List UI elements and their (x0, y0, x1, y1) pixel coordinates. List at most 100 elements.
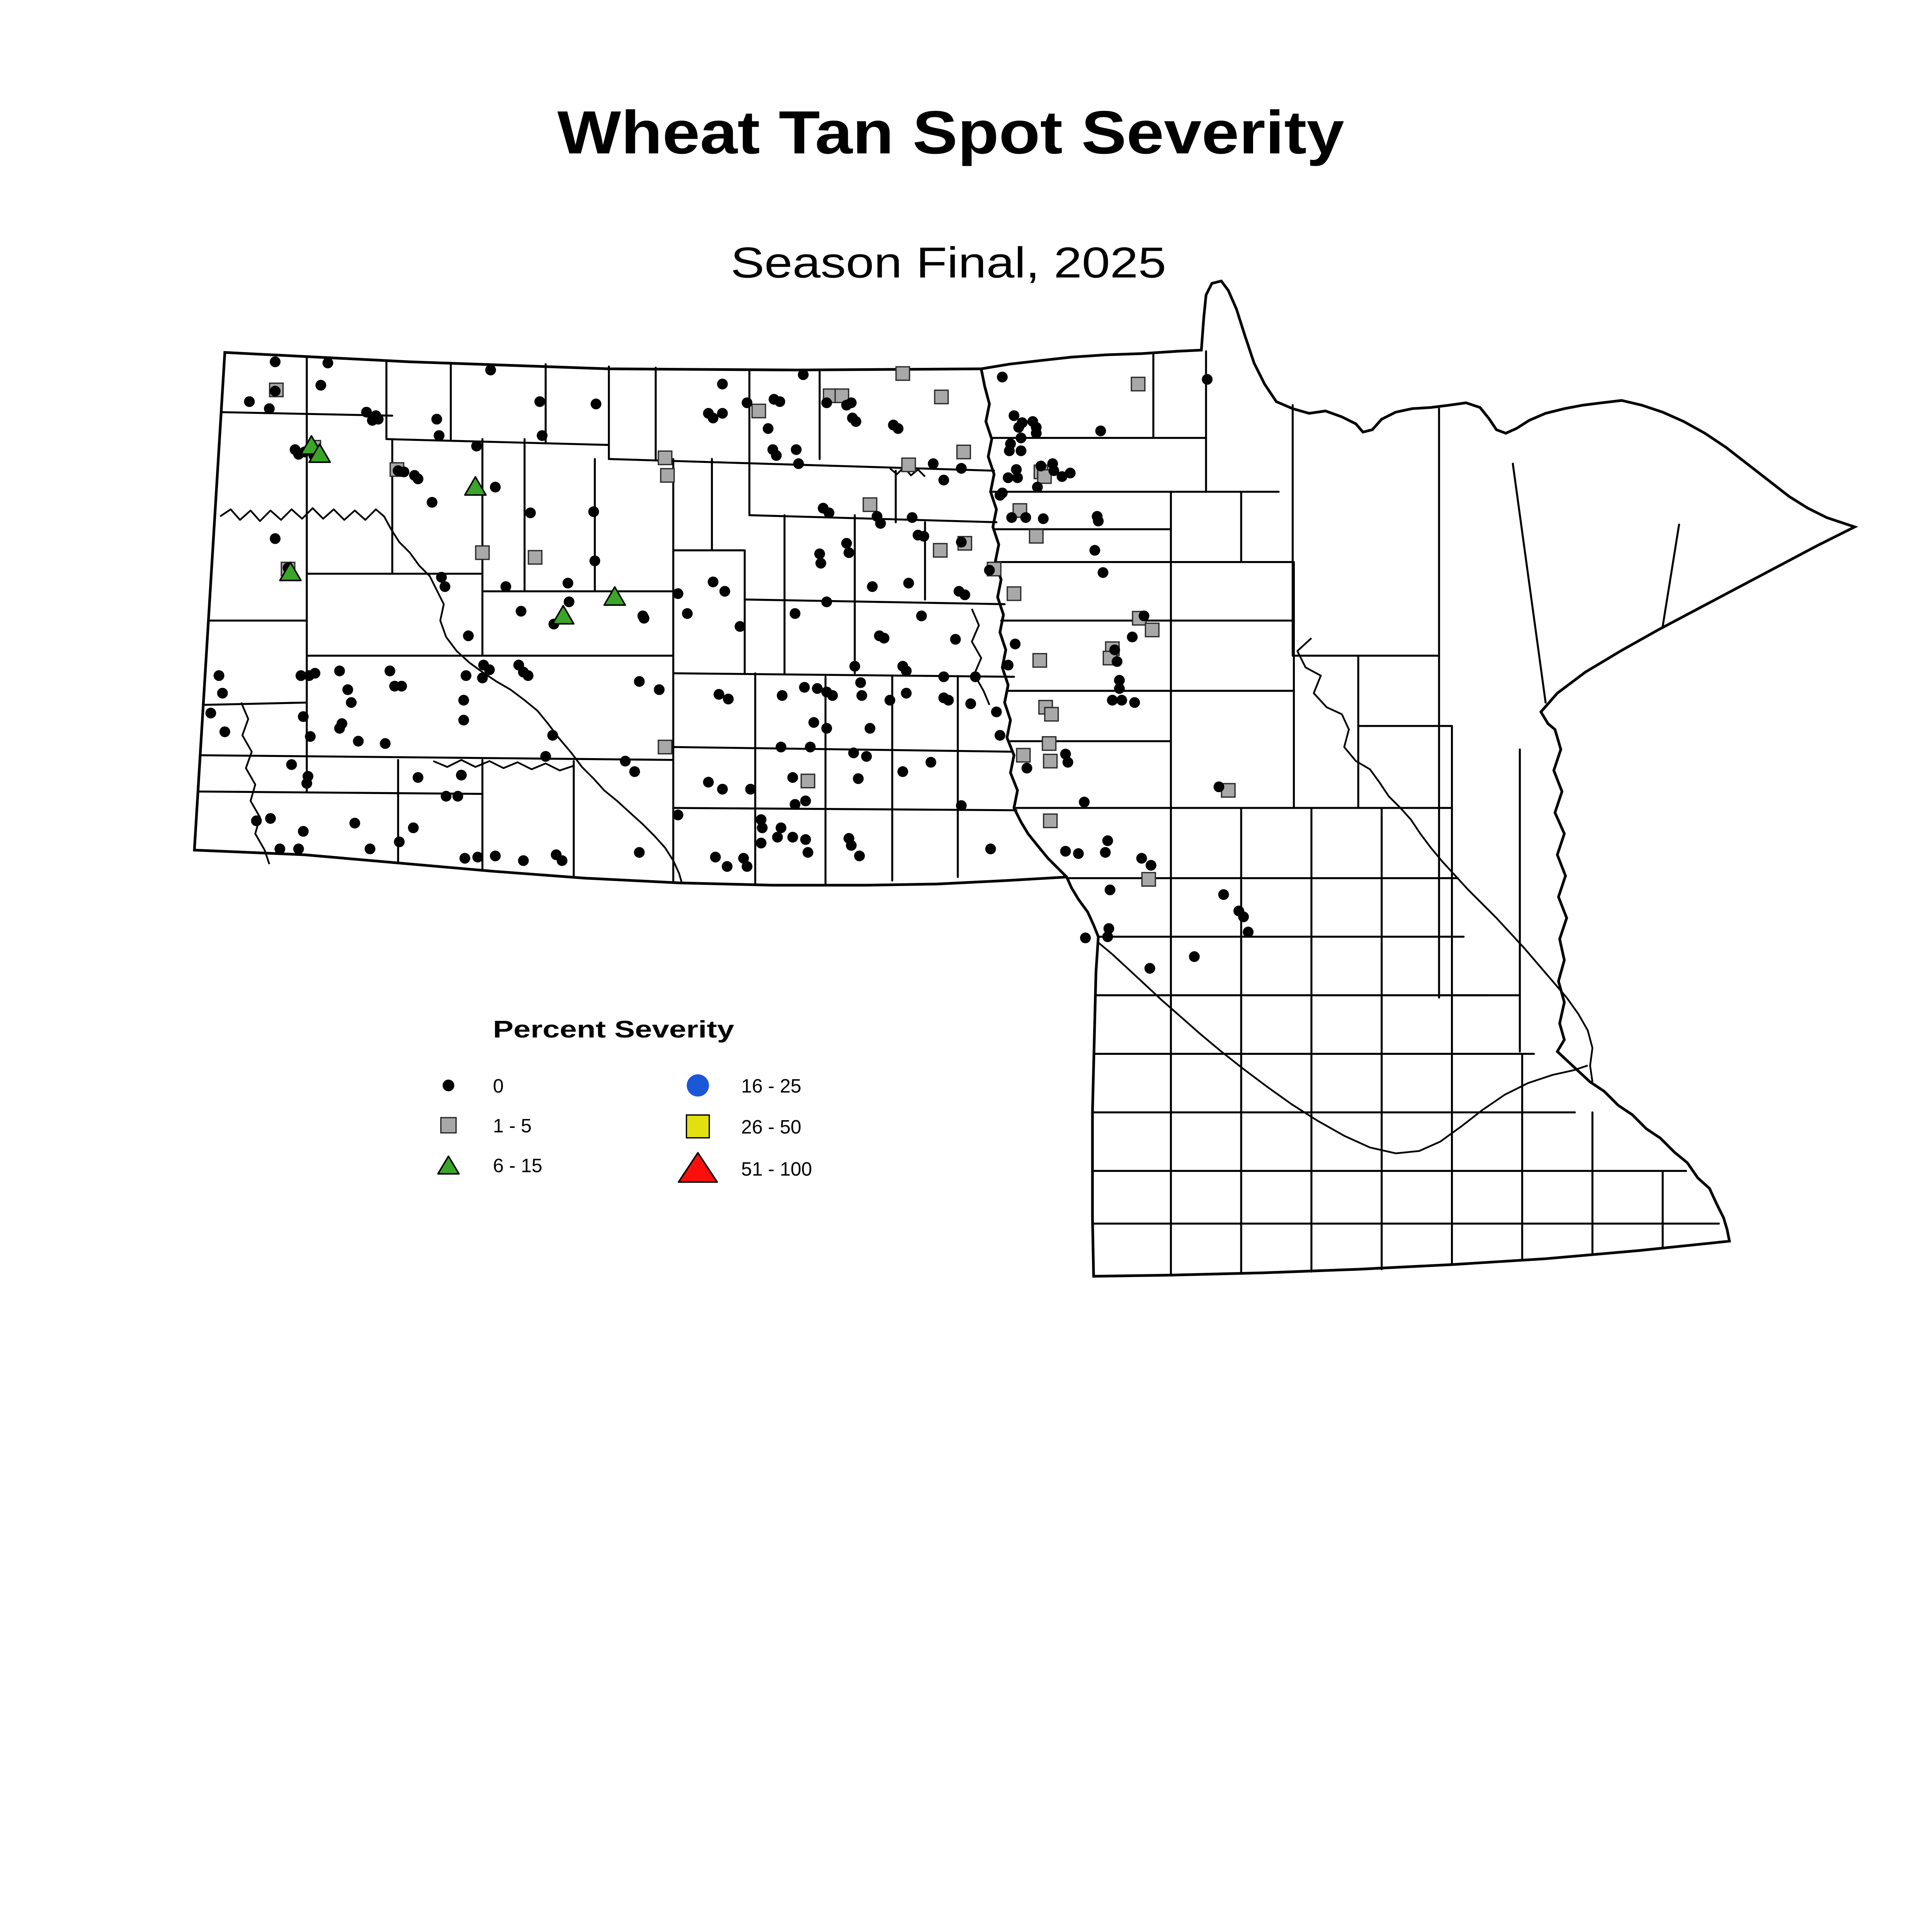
dot-marker (823, 507, 835, 519)
dot-marker (735, 621, 746, 632)
dot-marker (436, 571, 447, 583)
legend-item-label: 16 - 25 (741, 1075, 801, 1097)
square-marker (1141, 872, 1156, 887)
dot-marker (717, 378, 728, 389)
dot-marker (537, 430, 548, 441)
dot-marker (439, 581, 451, 592)
dot-marker (672, 588, 684, 599)
dot-marker (1238, 911, 1249, 922)
dot-marker (1011, 464, 1022, 475)
dot-marker (270, 356, 281, 367)
dot-marker (515, 605, 527, 617)
square-marker (1032, 653, 1047, 668)
dot-marker (762, 423, 774, 434)
dot-marker (672, 810, 684, 821)
legend-rows: 0 1 - 5 6 - 15 16 - 25 26 - 50 51 - 100 (437, 1074, 812, 1183)
dot-marker (1127, 631, 1138, 643)
dot-marker (848, 747, 859, 759)
square-marker (685, 1114, 710, 1139)
square-marker (658, 740, 673, 755)
dot-marker (721, 861, 733, 872)
dot-marker (484, 664, 495, 675)
dot-marker (244, 396, 255, 407)
county-line (199, 754, 675, 761)
dot-marker (590, 398, 602, 410)
dot-marker (1109, 644, 1120, 655)
dot-marker (251, 815, 262, 827)
square-marker (1131, 376, 1146, 392)
survey-point-markers (205, 356, 1254, 974)
dot-marker (1103, 923, 1114, 934)
dot-marker (903, 578, 914, 589)
dot-marker (219, 726, 230, 737)
dot-marker (808, 717, 820, 728)
dot-marker (1129, 697, 1140, 708)
dot-marker (682, 608, 693, 619)
triangle-marker (308, 443, 331, 463)
dot-marker (850, 416, 862, 427)
dot-marker (717, 784, 728, 795)
square-marker (934, 389, 949, 405)
square-marker (862, 497, 878, 512)
dot-marker (1062, 757, 1073, 768)
dot-marker (867, 581, 878, 592)
dot-marker (298, 826, 309, 837)
river-line (219, 507, 682, 882)
square-marker (527, 550, 543, 565)
dot-marker (994, 730, 1005, 741)
dot-marker (776, 742, 787, 753)
river-line (240, 702, 270, 865)
dot-marker (534, 396, 545, 407)
dot-marker (742, 397, 753, 408)
dot-marker (893, 423, 904, 434)
dot-marker (1056, 471, 1068, 482)
dot-marker (264, 403, 275, 414)
dot-marker (1093, 515, 1104, 527)
dot-marker (522, 670, 534, 681)
dot-marker (396, 680, 407, 692)
dot-marker (738, 853, 749, 864)
dot-marker (298, 711, 309, 722)
dot-marker (777, 690, 788, 701)
dot-marker (1104, 884, 1116, 895)
dot-marker (812, 683, 823, 694)
dot-marker (1100, 847, 1111, 858)
legend-heading: Percent Severity (493, 1016, 735, 1043)
river-line (1097, 942, 1588, 1155)
dot-marker (1009, 410, 1020, 421)
dot-marker (293, 844, 304, 854)
dot-marker (472, 852, 483, 863)
dot-marker (1102, 835, 1113, 846)
square-marker (895, 366, 910, 381)
state-county-outlines (193, 279, 1859, 1278)
dot-marker (1003, 660, 1014, 671)
dot-marker (1111, 656, 1122, 667)
legend-item-51-100: 51 - 100 (678, 1152, 812, 1183)
dot-marker (1006, 512, 1017, 523)
dot-marker (286, 759, 297, 770)
dot-marker (956, 537, 967, 548)
square-marker (751, 403, 766, 418)
dot-marker (556, 855, 568, 866)
dot-marker (1060, 846, 1071, 857)
dot-marker (798, 369, 809, 380)
dot-marker (791, 444, 802, 455)
dot-marker (342, 684, 353, 695)
triangle-marker (437, 1155, 460, 1175)
river-line (433, 759, 574, 772)
dot-marker (265, 813, 276, 824)
dot-marker (490, 850, 501, 862)
dot-marker (1038, 513, 1049, 524)
dot-marker (1136, 853, 1147, 864)
north-dakota-outline (193, 351, 1070, 887)
dot-marker (1020, 512, 1031, 523)
dot-marker (589, 555, 600, 566)
dot-marker (485, 364, 496, 376)
dot-marker (1116, 695, 1127, 706)
square-marker (1042, 736, 1057, 751)
county-line (198, 790, 484, 795)
dot-marker (412, 772, 423, 783)
dot-marker (213, 670, 224, 681)
dot-marker (757, 822, 768, 833)
dot-marker (637, 610, 648, 621)
